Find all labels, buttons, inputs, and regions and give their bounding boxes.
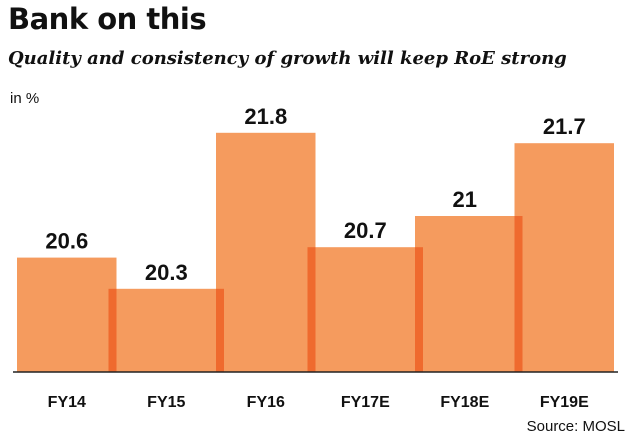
x-tick-fy14: FY14 xyxy=(48,394,86,411)
x-tick-labels-group: FY14 FY15 FY16 FY17E FY18E FY19E xyxy=(48,394,589,411)
bar-seam xyxy=(108,288,117,372)
bar-seam xyxy=(216,288,224,372)
value-label-fy14: 20.6 xyxy=(45,229,88,254)
value-label-fy15: 20.3 xyxy=(145,260,188,285)
bar-fy16 xyxy=(216,132,316,372)
unit-label: in % xyxy=(10,90,40,107)
chart-subtitle: Quality and consistency of growth will k… xyxy=(8,48,567,69)
x-tick-fy19e: FY19E xyxy=(540,394,589,411)
bar-fy14 xyxy=(17,257,117,372)
value-labels-group: 20.6 20.3 21.8 20.7 21 21.7 xyxy=(45,104,585,285)
bars-group xyxy=(17,132,614,372)
bar-seam xyxy=(514,216,523,372)
value-label-fy18e: 21 xyxy=(453,187,477,212)
x-tick-fy15: FY15 xyxy=(147,394,185,411)
bar-seam xyxy=(307,247,316,372)
x-tick-fy18e: FY18E xyxy=(440,394,489,411)
value-label-fy17e: 20.7 xyxy=(344,218,387,243)
bar-fy18e xyxy=(415,216,515,372)
bar-seam xyxy=(415,247,423,372)
x-tick-fy17e: FY17E xyxy=(341,394,390,411)
value-label-fy19e: 21.7 xyxy=(543,114,586,139)
source-note: Source: MOSL xyxy=(526,418,625,435)
chart-title: Bank on this xyxy=(8,2,207,36)
value-label-fy16: 21.8 xyxy=(244,104,287,129)
bar-fy19e xyxy=(514,143,614,372)
bar-fy17e xyxy=(315,247,415,372)
x-tick-fy16: FY16 xyxy=(247,394,285,411)
bar-fy15 xyxy=(116,288,216,372)
